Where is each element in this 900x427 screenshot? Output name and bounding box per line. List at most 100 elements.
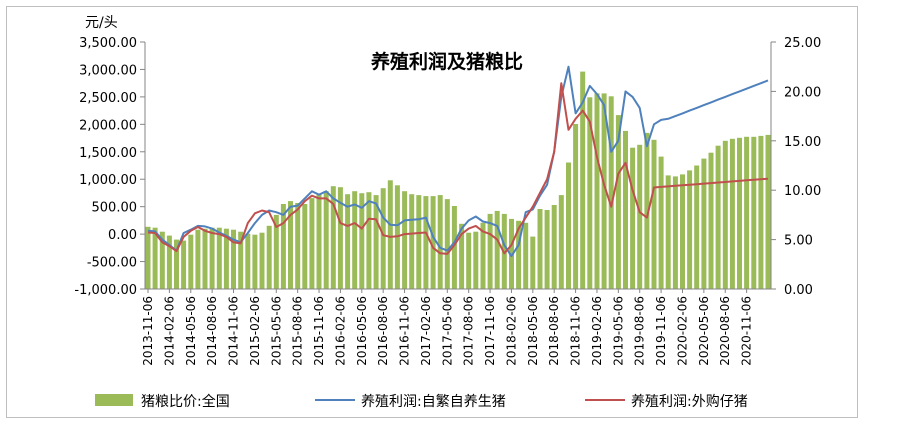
left-tick-label: 1,000.00 [79,173,137,188]
x-tick-label: 2019-08-06 [633,296,647,366]
x-tick-label: 2015-08-06 [291,296,305,366]
x-tick-label: 2020-08-06 [718,296,732,366]
bar [516,220,522,289]
bar [630,147,636,289]
right-tick-label: 15.00 [784,135,821,150]
bar [252,234,258,289]
x-tick-label: 2018-05-06 [526,296,540,366]
x-axis: 2013-11-06 2014-02-06 2014-05-06 2014-08-06… [141,288,771,366]
series-line [147,65,769,258]
bar [323,191,329,289]
legend-swatch-bar [95,394,133,406]
x-tick-label: 2020-02-06 [675,296,689,366]
right-tick-label: 0.00 [784,283,813,298]
bar [665,175,671,289]
bar [444,199,450,289]
x-tick-label: 2014-02-06 [162,296,176,366]
series-line [147,82,769,255]
x-tick-label: 2019-02-06 [590,296,604,366]
bar [181,240,187,289]
left-tick-label: 1,500.00 [79,146,137,161]
bar [658,156,664,289]
x-tick-label: 2015-11-06 [312,296,326,366]
x-tick-label: 2018-08-06 [547,296,561,366]
bar [188,234,194,289]
x-tick-label: 2019-11-06 [654,296,668,366]
bar [744,136,750,289]
bar [430,196,436,289]
bar [145,226,151,289]
bar [672,176,678,289]
bar [715,145,721,289]
bar [537,209,543,289]
x-tick-label: 2016-11-06 [398,296,412,366]
bar [459,223,465,289]
bar [337,187,343,289]
left-axis-unit: 元/头 [85,15,118,31]
bar [473,231,479,289]
bar [373,195,379,289]
bar [523,222,529,289]
bar [551,205,557,289]
bar [245,233,251,289]
bar [708,152,714,289]
bar [152,227,158,289]
x-tick-label: 2015-02-06 [248,296,262,366]
x-tick-label: 2020-11-06 [740,296,754,366]
bar [494,210,500,289]
bar [637,144,643,289]
right-tick-label: 5.00 [784,234,813,249]
right-tick-label: 25.00 [784,36,821,51]
bar [544,210,550,289]
bar [302,204,308,289]
bar [266,225,272,289]
right-tick-label: 10.00 [784,184,821,199]
bar [530,236,536,289]
bar [480,222,486,289]
right-axis: 25.00 20.00 15.00 10.00 5.00 0.00 [770,36,821,298]
left-tick-label: 2,500.00 [79,91,137,106]
bar [345,194,351,289]
bar [330,186,336,289]
bar [509,218,514,289]
bar [437,195,443,289]
bar [566,162,571,289]
chart-frame [6,6,858,418]
left-tick-label: 2,000.00 [79,118,137,133]
x-tick-label: 2017-05-06 [440,296,454,366]
bar [451,206,457,289]
bar [737,137,742,289]
bar [487,213,493,289]
bar [159,231,165,289]
bar [202,228,208,289]
x-tick-label: 2014-05-06 [184,296,198,366]
chart-title: 养殖利润及猪粮比 [370,50,523,73]
bar [680,174,685,289]
bar [416,195,422,289]
bar [608,96,614,289]
bar [615,115,621,289]
x-tick-label: 2019-05-06 [611,296,625,366]
bar [166,235,172,289]
bar [580,71,586,289]
right-tick-label: 20.00 [784,85,821,100]
x-tick-label: 2018-11-06 [569,296,583,366]
bar [359,193,365,289]
bar [687,170,693,289]
bar [587,97,593,289]
bar [765,134,771,289]
bar [594,93,600,290]
bar [209,227,215,289]
bar-series [145,71,771,290]
left-tick-label: -500.00 [87,256,137,271]
x-tick-label: 2016-02-06 [333,296,347,366]
bar [288,201,293,289]
bar [273,214,279,289]
bar [231,229,236,289]
bar [573,124,579,289]
bar [409,194,415,289]
bar [694,165,700,289]
legend: 猪粮比价:全国 养殖利润:自繁自养生猪 养殖利润:外购仔猪 [95,393,748,410]
bar [316,194,322,289]
